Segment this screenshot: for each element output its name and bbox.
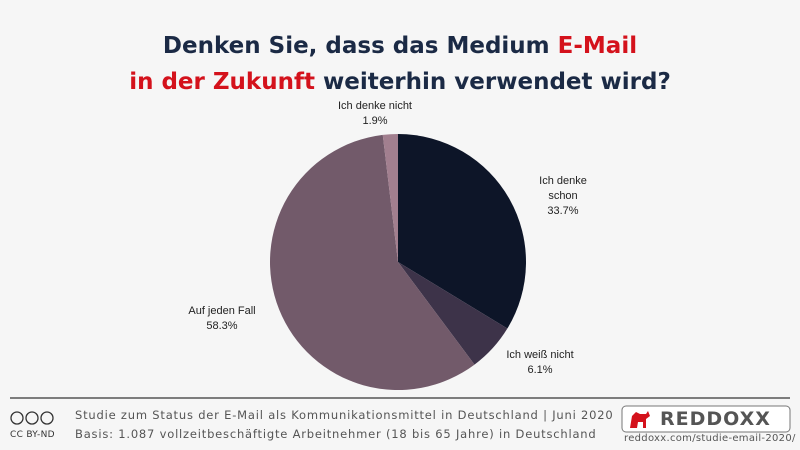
pie-slice [382, 134, 398, 262]
basis-note: Basis: 1.087 vollzeitbeschäftigte Arbeit… [75, 427, 597, 441]
category-label: Auf jeden Fall [188, 305, 256, 317]
slice-label: Auf jeden Fall 58.3% [167, 304, 277, 334]
pie-slice [398, 262, 508, 365]
chart-title: Denken Sie, dass das Medium E-Mail in der … [0, 28, 800, 100]
value-label: 33.7% [547, 205, 579, 217]
category-label: Ich denke nicht [338, 100, 412, 112]
value-label: 1.9% [362, 115, 388, 127]
title-segment: weiterhin verwendet wird? [322, 69, 671, 95]
title-segment: in der Zukunft [129, 69, 315, 95]
title-line: Denken Sie, dass das Medium E-Mail [0, 28, 800, 64]
value-label: 6.1% [527, 364, 553, 376]
slice-label: Ich denke schon 33.7% [533, 174, 593, 219]
source-note: Studie zum Status der E-Mail als Kommuni… [75, 408, 614, 422]
license: CC BY-ND [10, 430, 55, 440]
title-segment: Denken Sie, dass das Medium [162, 33, 550, 59]
cc-icon [10, 411, 54, 425]
brand-url: reddoxx.com/studie-email-2020/ [624, 433, 796, 444]
category-label: Ich weiß nicht [506, 349, 574, 361]
slice-label: Ich denke nicht 1.9% [320, 99, 430, 129]
slice-label: Ich weiß nicht 6.1% [495, 348, 585, 378]
category-label: Ich denke schon [539, 175, 587, 202]
title-segment: E-Mail [557, 33, 638, 59]
pie-slice [398, 134, 526, 329]
brand-logo [621, 405, 791, 433]
pie-slice [269, 134, 475, 390]
brand-name: REDDOXX [660, 408, 771, 430]
title-line: in der Zukunft weiterhin verwendet wird? [0, 64, 800, 100]
value-label: 58.3% [206, 320, 238, 332]
